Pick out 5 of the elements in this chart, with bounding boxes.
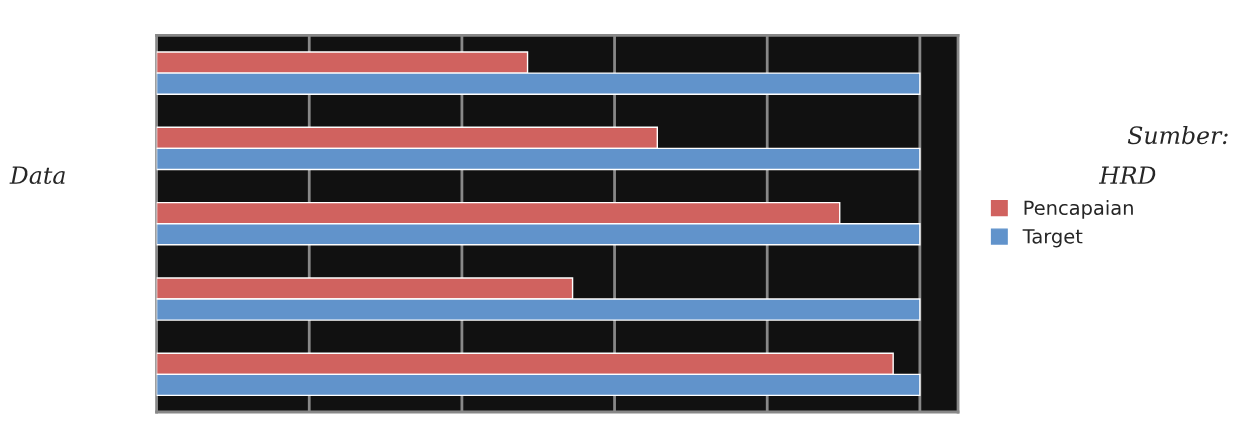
legend-label: Pencapaian (1024, 200, 1133, 219)
text: Data (9, 166, 65, 185)
text: HRD (1098, 166, 1156, 184)
legend-label: Target (1022, 229, 1083, 248)
text: Sumber: (1127, 125, 1228, 145)
